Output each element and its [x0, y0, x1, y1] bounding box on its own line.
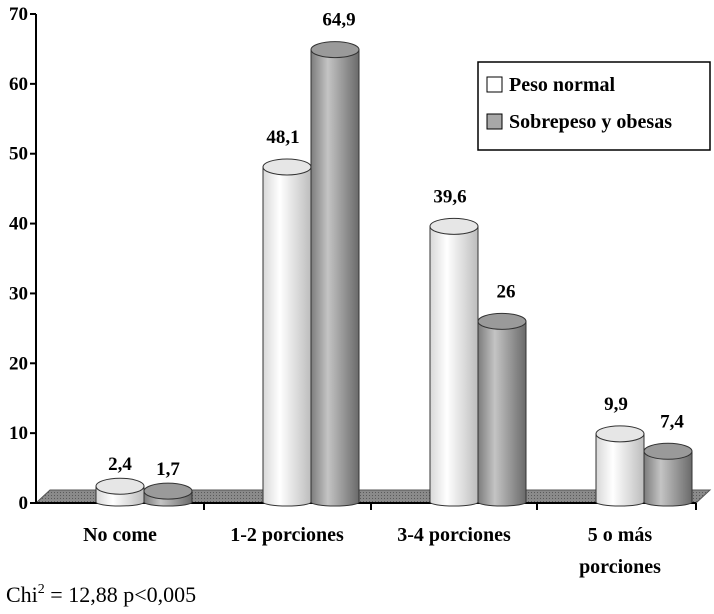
bar-sobrepeso-y-obesas-5-o-mas-porciones [643, 442, 693, 507]
data-label-sobrepeso-y-obesas-no-come: 1,7 [156, 459, 180, 480]
bar-peso-normal-no-come [95, 477, 145, 507]
category-label-no-come: No come [83, 524, 157, 546]
footnote-prefix: Chi [6, 582, 38, 607]
legend-box [477, 61, 711, 151]
data-label-peso-normal-3-4-porciones: 39,6 [433, 186, 466, 207]
legend-swatch-peso-normal [486, 76, 503, 93]
legend: Peso normal Sobrepeso y obesas [477, 61, 711, 151]
data-label-peso-normal-1-2-porciones: 48,1 [266, 127, 299, 148]
footnote-rest: = 12,88 p<0,005 [45, 582, 196, 607]
bar-sobrepeso-y-obesas-no-come [143, 482, 193, 507]
category-label-3-4-porciones: 3-4 porciones [397, 524, 511, 546]
data-label-sobrepeso-y-obesas-3-4-porciones: 26 [497, 281, 516, 302]
data-label-peso-normal-no-come: 2,4 [108, 454, 132, 475]
category-label-1-2-porciones: 1-2 porciones [230, 524, 344, 546]
bar-peso-normal-3-4-porciones [429, 217, 479, 507]
bar-sobrepeso-y-obesas-3-4-porciones [477, 312, 527, 507]
y-tick-label: 40 [9, 214, 28, 235]
legend-label-peso-normal: Peso normal [509, 74, 616, 96]
chi-square-footnote: Chi2 = 12,88 p<0,005 [6, 582, 196, 607]
y-tick-label: 10 [9, 423, 28, 444]
data-label-peso-normal-5-o-mas-porciones: 9,9 [604, 394, 628, 415]
category-label-5-o-mas-porciones: 5 o más porciones [579, 524, 661, 578]
legend-swatch-sobrepeso-y-obesas [486, 113, 503, 130]
bar-peso-normal-5-o-mas-porciones [595, 425, 645, 507]
bar-peso-normal-1-2-porciones [262, 158, 312, 507]
y-tick-label: 30 [9, 283, 28, 304]
y-tick-label: 60 [9, 74, 28, 95]
y-tick-label: 0 [19, 493, 29, 514]
y-tick-label: 70 [9, 4, 28, 25]
bar-sobrepeso-y-obesas-1-2-porciones [310, 41, 360, 507]
data-label-sobrepeso-y-obesas-1-2-porciones: 64,9 [322, 10, 355, 31]
legend-label-sobrepeso-y-obesas: Sobrepeso y obesas [509, 111, 672, 133]
y-tick-label: 50 [9, 144, 28, 165]
data-label-sobrepeso-y-obesas-5-o-mas-porciones: 7,4 [660, 411, 684, 432]
y-tick-label: 20 [9, 353, 28, 374]
footnote-superscript: 2 [38, 582, 45, 597]
